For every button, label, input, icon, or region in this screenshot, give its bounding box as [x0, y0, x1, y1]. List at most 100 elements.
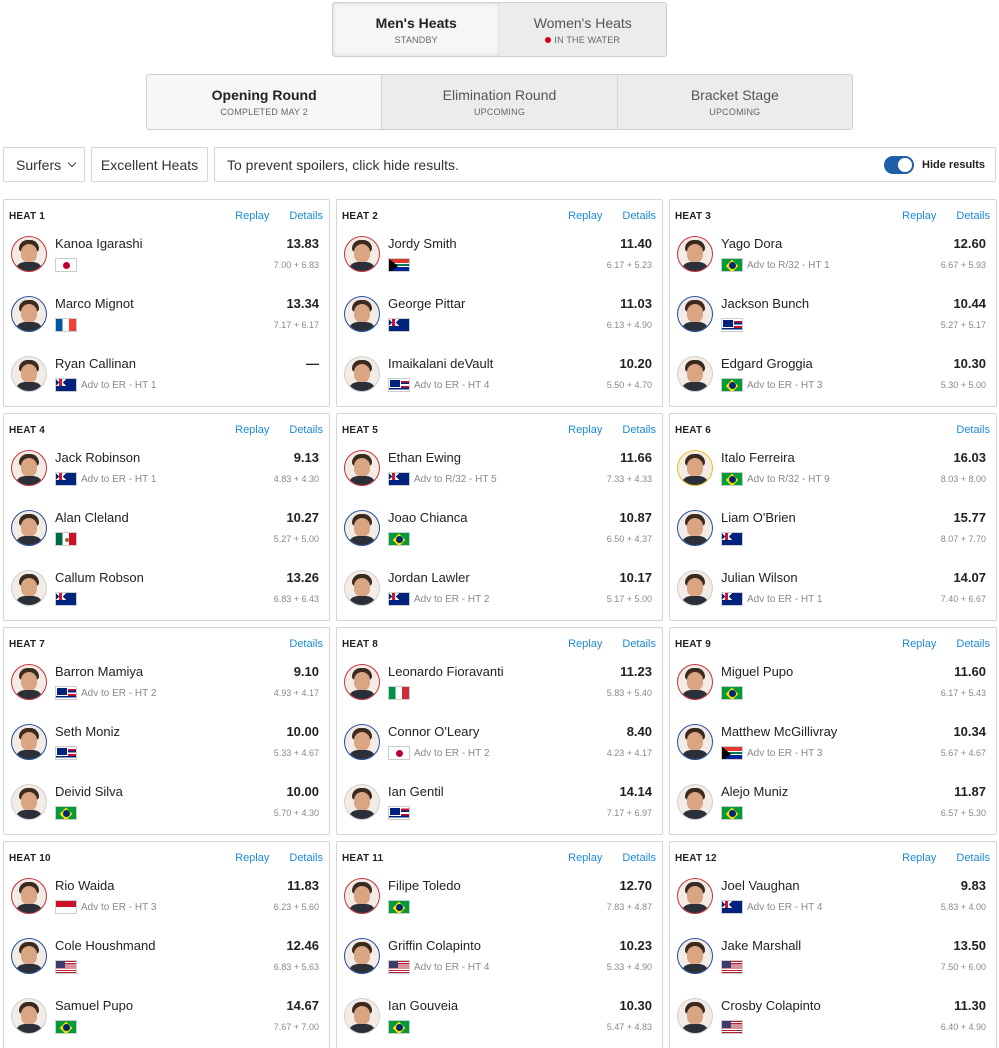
surfer-name[interactable]: Crosby Colapinto: [721, 998, 821, 1013]
surfer-avatar[interactable]: [344, 356, 380, 392]
details-link[interactable]: Details: [622, 210, 656, 222]
surfer-name[interactable]: Barron Mamiya: [55, 664, 144, 679]
surfer-avatar[interactable]: [677, 664, 713, 700]
surfer-name[interactable]: Italo Ferreira: [721, 450, 795, 465]
excellent-heats-button[interactable]: Excellent Heats: [91, 147, 208, 182]
surfer-avatar[interactable]: [677, 356, 713, 392]
details-link[interactable]: Details: [956, 638, 990, 650]
details-link[interactable]: Details: [622, 638, 656, 650]
surfer-avatar[interactable]: [11, 450, 47, 486]
surfer-avatar[interactable]: [11, 938, 47, 974]
replay-link[interactable]: Replay: [568, 424, 603, 436]
hide-results-toggle[interactable]: [884, 155, 915, 174]
replay-link[interactable]: Replay: [902, 852, 937, 864]
surfer-name[interactable]: Imaikalani deVault: [388, 356, 494, 371]
details-link[interactable]: Details: [956, 852, 990, 864]
surfer-avatar[interactable]: [11, 878, 47, 914]
surfer-avatar[interactable]: [11, 784, 47, 820]
details-link[interactable]: Details: [289, 424, 323, 436]
surfer-name[interactable]: Samuel Pupo: [55, 998, 134, 1013]
surfer-name[interactable]: Jackson Bunch: [721, 296, 810, 311]
surfer-avatar[interactable]: [677, 450, 713, 486]
details-link[interactable]: Details: [956, 210, 990, 222]
surfer-avatar[interactable]: [677, 296, 713, 332]
surfer-avatar[interactable]: [344, 724, 380, 760]
surfer-name[interactable]: Marco Mignot: [55, 296, 134, 311]
surfer-avatar[interactable]: [677, 724, 713, 760]
details-link[interactable]: Details: [622, 852, 656, 864]
surfer-avatar[interactable]: [677, 510, 713, 546]
surfer-name[interactable]: Alejo Muniz: [721, 784, 789, 799]
surfer-name[interactable]: Liam O'Brien: [721, 510, 796, 525]
surfer-avatar[interactable]: [11, 570, 47, 606]
replay-link[interactable]: Replay: [235, 424, 270, 436]
tab-mens-heats[interactable]: Men's Heats STANDBY: [333, 3, 500, 56]
replay-link[interactable]: Replay: [568, 852, 603, 864]
surfer-name[interactable]: Jack Robinson: [55, 450, 141, 465]
details-link[interactable]: Details: [956, 424, 990, 436]
surfer-avatar[interactable]: [11, 510, 47, 546]
surfer-avatar[interactable]: [344, 450, 380, 486]
surfer-name[interactable]: Jake Marshall: [721, 938, 802, 953]
surfer-name[interactable]: Ethan Ewing: [388, 450, 461, 465]
surfer-name[interactable]: Ryan Callinan: [55, 356, 136, 371]
surfer-avatar[interactable]: [344, 878, 380, 914]
replay-link[interactable]: Replay: [235, 852, 270, 864]
surfer-name[interactable]: Callum Robson: [55, 570, 144, 585]
surfer-name[interactable]: Edgard Groggia: [721, 356, 813, 371]
replay-link[interactable]: Replay: [902, 210, 937, 222]
surfer-name[interactable]: Seth Moniz: [55, 724, 121, 739]
surfer-avatar[interactable]: [344, 998, 380, 1034]
tab-womens-heats[interactable]: Women's Heats IN THE WATER: [500, 3, 667, 56]
surfer-avatar[interactable]: [11, 724, 47, 760]
surfer-avatar[interactable]: [11, 356, 47, 392]
surfer-avatar[interactable]: [677, 570, 713, 606]
surfer-avatar[interactable]: [677, 938, 713, 974]
details-link[interactable]: Details: [622, 424, 656, 436]
surfer-name[interactable]: Joel Vaughan: [721, 878, 800, 893]
surfer-name[interactable]: Jordy Smith: [388, 236, 457, 251]
surfer-avatar[interactable]: [344, 296, 380, 332]
surfer-name[interactable]: Yago Dora: [721, 236, 783, 251]
surfer-avatar[interactable]: [677, 784, 713, 820]
surfer-name[interactable]: Ian Gouveia: [388, 998, 459, 1013]
surfer-name[interactable]: Kanoa Igarashi: [55, 236, 143, 251]
surfer-name[interactable]: Jordan Lawler: [388, 570, 470, 585]
surfer-name[interactable]: Ian Gentil: [388, 784, 444, 799]
surfer-avatar[interactable]: [677, 998, 713, 1034]
surfer-name[interactable]: Joao Chianca: [388, 510, 468, 525]
surfer-name[interactable]: George Pittar: [388, 296, 466, 311]
surfer-avatar[interactable]: [344, 236, 380, 272]
surfer-name[interactable]: Matthew McGillivray: [721, 724, 838, 739]
surfer-name[interactable]: Alan Cleland: [55, 510, 129, 525]
surfer-name[interactable]: Deivid Silva: [55, 784, 123, 799]
surfer-avatar[interactable]: [11, 296, 47, 332]
surfer-name[interactable]: Julian Wilson: [721, 570, 798, 585]
surfer-avatar[interactable]: [344, 784, 380, 820]
surfer-name[interactable]: Leonardo Fioravanti: [388, 664, 504, 679]
surfer-name[interactable]: Filipe Toledo: [388, 878, 461, 893]
surfer-name[interactable]: Rio Waida: [55, 878, 115, 893]
details-link[interactable]: Details: [289, 638, 323, 650]
surfer-avatar[interactable]: [677, 236, 713, 272]
surfer-avatar[interactable]: [344, 570, 380, 606]
tab-opening-round[interactable]: Opening Round COMPLETED MAY 2: [147, 75, 383, 129]
tab-bracket-stage[interactable]: Bracket Stage UPCOMING: [618, 75, 852, 129]
surfer-name[interactable]: Cole Houshmand: [55, 938, 156, 953]
surfer-name[interactable]: Connor O'Leary: [388, 724, 480, 739]
replay-link[interactable]: Replay: [568, 638, 603, 650]
surfer-avatar[interactable]: [344, 664, 380, 700]
replay-link[interactable]: Replay: [235, 210, 270, 222]
surfer-avatar[interactable]: [11, 664, 47, 700]
replay-link[interactable]: Replay: [568, 210, 603, 222]
replay-link[interactable]: Replay: [902, 638, 937, 650]
surfer-avatar[interactable]: [11, 236, 47, 272]
details-link[interactable]: Details: [289, 210, 323, 222]
surfer-avatar[interactable]: [11, 998, 47, 1034]
surfer-name[interactable]: Miguel Pupo: [721, 664, 794, 679]
surfers-dropdown[interactable]: Surfers: [3, 147, 85, 182]
surfer-avatar[interactable]: [344, 938, 380, 974]
surfer-avatar[interactable]: [677, 878, 713, 914]
surfer-name[interactable]: Griffin Colapinto: [388, 938, 481, 953]
surfer-avatar[interactable]: [344, 510, 380, 546]
